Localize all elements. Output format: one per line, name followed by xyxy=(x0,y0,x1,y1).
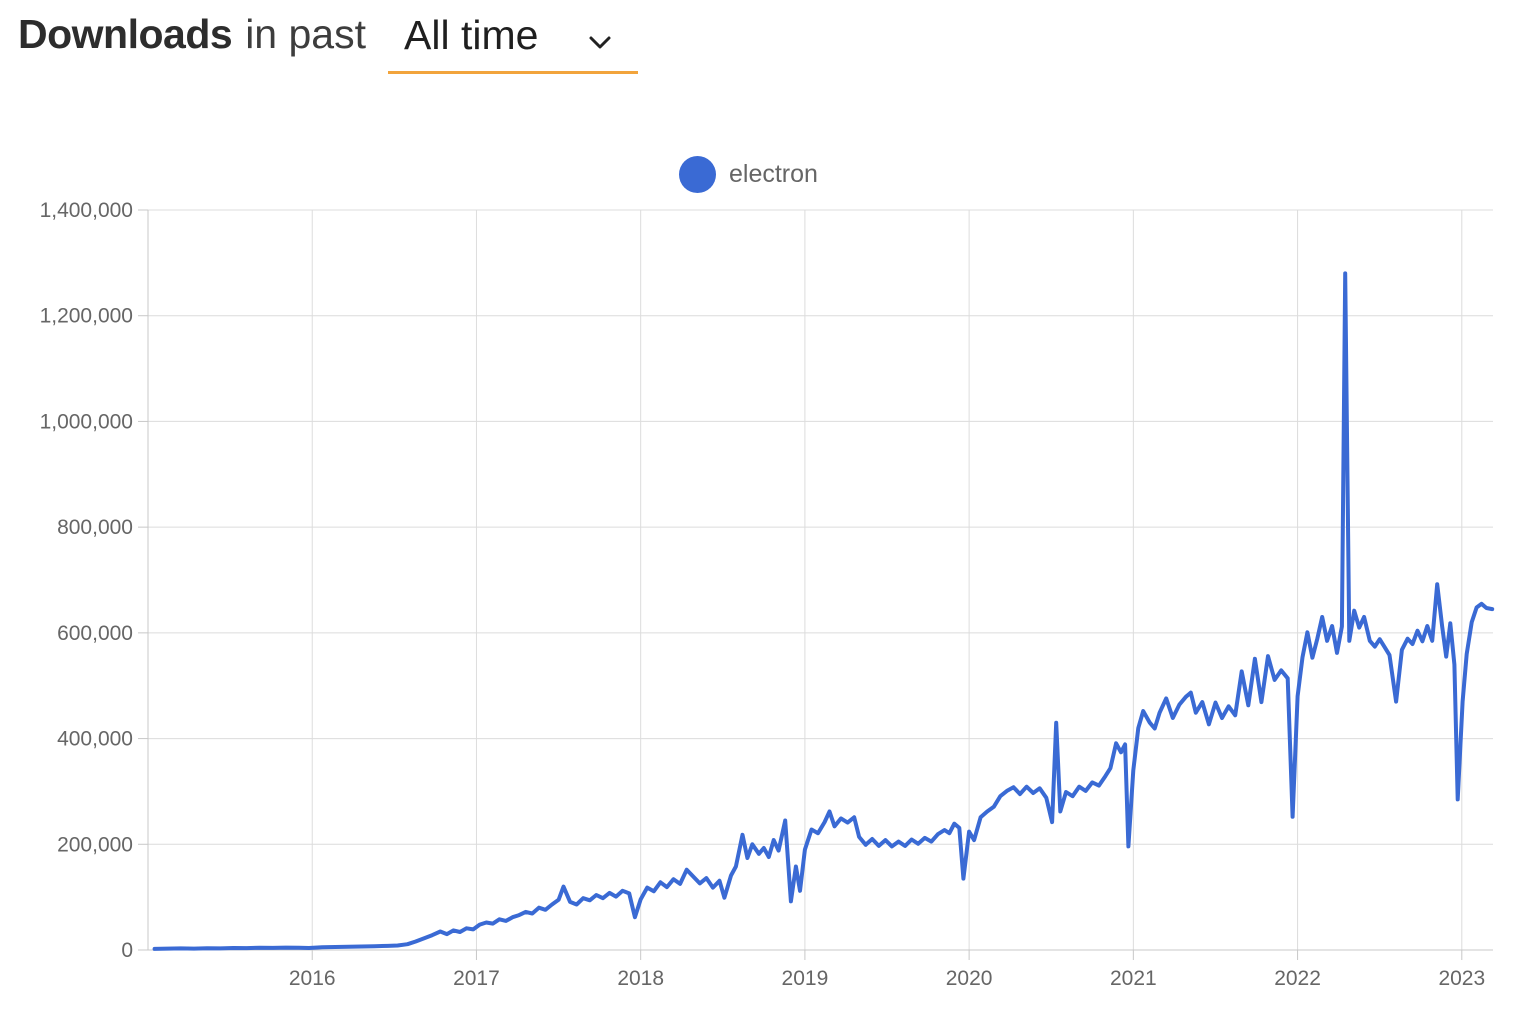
series-line-electron[interactable] xyxy=(152,271,1495,951)
chevron-down-icon xyxy=(589,36,611,49)
x-axis-label: 2023 xyxy=(1438,967,1485,990)
y-axis-label: 600,000 xyxy=(57,622,133,645)
x-axis-label: 2017 xyxy=(453,967,500,990)
time-range-dropdown[interactable]: All time xyxy=(388,12,639,75)
legend: electron xyxy=(679,156,818,193)
chart-header: Downloads in past All time xyxy=(18,11,639,75)
y-axis-label: 200,000 xyxy=(57,833,133,856)
y-axis-label: 0 xyxy=(121,939,133,962)
x-axis-label: 2022 xyxy=(1274,967,1321,990)
y-axis-label: 1,200,000 xyxy=(40,305,133,328)
y-axis-label: 400,000 xyxy=(57,728,133,751)
y-axis-label: 1,000,000 xyxy=(40,410,133,433)
y-axis-label: 1,400,000 xyxy=(40,199,133,222)
x-axis-label: 2019 xyxy=(782,967,829,990)
y-axis-label: 800,000 xyxy=(57,516,133,539)
x-axis-label: 2016 xyxy=(289,967,336,990)
time-range-value: All time xyxy=(404,12,539,58)
x-axis-label: 2021 xyxy=(1110,967,1157,990)
page-title: Downloads xyxy=(18,11,233,57)
x-axis-label: 2020 xyxy=(946,967,993,990)
legend-dot-electron xyxy=(679,156,716,193)
legend-label-electron: electron xyxy=(729,160,818,188)
page-title-suffix: in past xyxy=(245,11,366,57)
x-axis-label: 2018 xyxy=(617,967,664,990)
